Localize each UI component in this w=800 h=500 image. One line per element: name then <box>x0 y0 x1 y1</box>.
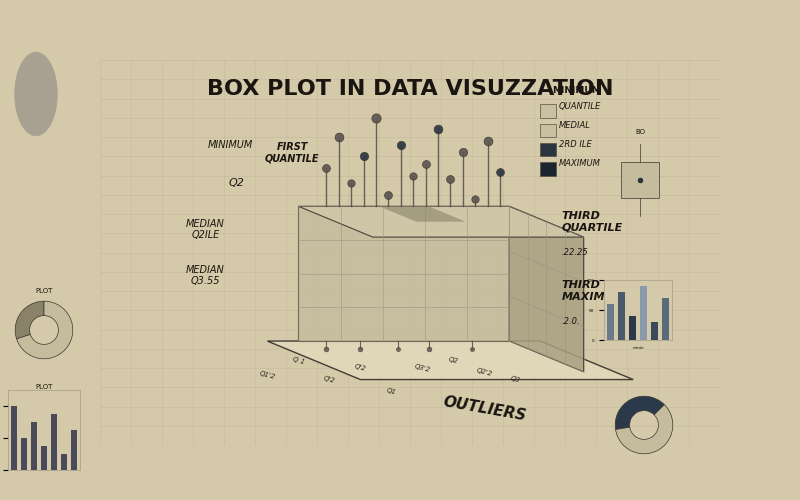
Wedge shape <box>17 301 73 359</box>
Text: MAXIMUM: MAXIMUM <box>558 160 601 168</box>
Text: MEDIAL: MEDIAL <box>558 121 590 130</box>
Polygon shape <box>298 206 510 341</box>
Bar <box>61 454 67 470</box>
Text: MEDIAN
Q3.55: MEDIAN Q3.55 <box>186 265 225 286</box>
Title: PLOT: PLOT <box>35 384 53 390</box>
Bar <box>70 430 77 470</box>
Text: MINIMUM: MINIMUM <box>553 86 602 96</box>
Point <box>406 172 419 179</box>
Circle shape <box>14 52 58 136</box>
Text: FIRST
QUANTILE: FIRST QUANTILE <box>265 142 319 163</box>
Bar <box>41 446 47 470</box>
Point <box>456 148 469 156</box>
Text: .2.0.: .2.0. <box>562 318 581 326</box>
Bar <box>640 286 647 340</box>
Text: THIRD
QUARTILE: THIRD QUARTILE <box>562 211 623 233</box>
Title: PLOT: PLOT <box>35 288 53 294</box>
Text: Q1'2: Q1'2 <box>258 370 276 380</box>
Polygon shape <box>510 206 584 372</box>
Point <box>494 168 506 175</box>
Text: Q'2: Q'2 <box>323 375 336 384</box>
Bar <box>11 406 18 470</box>
Bar <box>607 304 614 340</box>
Text: Q2: Q2 <box>229 178 244 188</box>
Polygon shape <box>267 341 634 380</box>
Bar <box>31 422 37 470</box>
Text: Q1: Q1 <box>386 387 397 396</box>
Point <box>345 179 358 187</box>
Bar <box>629 316 636 340</box>
Point <box>357 152 370 160</box>
Text: Q 1: Q 1 <box>292 356 305 365</box>
Text: MEDIAN
Q2ILE: MEDIAN Q2ILE <box>186 218 225 240</box>
Point <box>419 160 432 168</box>
Text: QUANTILE: QUANTILE <box>558 102 601 110</box>
Polygon shape <box>298 206 584 237</box>
Text: BOX PLOT IN DATA VISUZZATION: BOX PLOT IN DATA VISUZZATION <box>206 79 614 99</box>
Text: Q3'2: Q3'2 <box>414 363 431 373</box>
Point <box>394 140 407 148</box>
Bar <box>651 322 658 340</box>
Point <box>320 164 333 172</box>
Point <box>469 194 482 202</box>
Bar <box>21 438 27 470</box>
Text: Q2: Q2 <box>448 356 459 364</box>
Text: Q3: Q3 <box>510 376 521 384</box>
Point <box>382 190 394 198</box>
Text: .22.25: .22.25 <box>562 248 589 257</box>
Bar <box>540 104 556 118</box>
Point <box>332 133 345 141</box>
Bar <box>621 162 659 198</box>
Title: BO: BO <box>635 128 645 134</box>
Text: Q'2: Q'2 <box>354 364 367 372</box>
Bar <box>540 162 556 175</box>
Bar <box>618 292 625 340</box>
Point <box>422 345 435 353</box>
Bar <box>540 124 556 137</box>
Point <box>354 345 366 353</box>
Point <box>444 176 457 184</box>
Bar <box>51 414 57 470</box>
Point <box>320 345 333 353</box>
Bar <box>540 143 556 156</box>
Point <box>431 126 444 134</box>
Wedge shape <box>615 404 673 454</box>
Polygon shape <box>379 206 466 222</box>
Point <box>481 137 494 145</box>
Point <box>466 345 478 353</box>
Text: THIRD
MAXIM: THIRD MAXIM <box>562 280 606 302</box>
Bar <box>662 298 669 340</box>
Text: 2RD ILE: 2RD ILE <box>558 140 591 149</box>
Wedge shape <box>615 396 664 430</box>
X-axis label: minin: minin <box>632 346 644 350</box>
Text: Q2'2: Q2'2 <box>476 367 493 377</box>
Point <box>391 345 404 353</box>
Wedge shape <box>15 301 44 339</box>
Text: MINIMUM: MINIMUM <box>207 140 253 149</box>
Text: OUTLIERS: OUTLIERS <box>442 394 527 423</box>
Point <box>370 114 382 122</box>
